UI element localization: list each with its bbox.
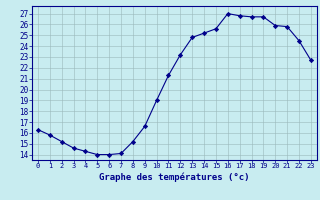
X-axis label: Graphe des températures (°c): Graphe des températures (°c) bbox=[99, 172, 250, 182]
